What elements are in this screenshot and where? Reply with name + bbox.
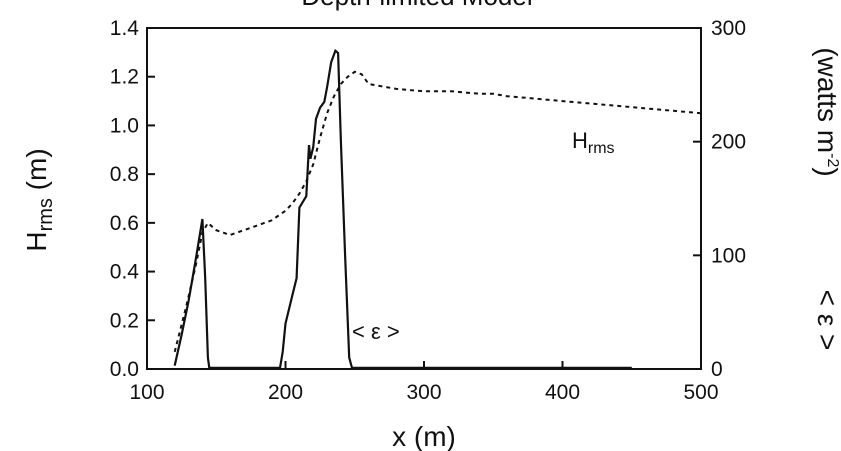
y-axis-left: 0.0 0.2 0.4 0.6 0.8 1.0 1.2 1.4 [110,17,155,381]
series-line-hrms [173,70,702,353]
y-axis-right-variable: < ε > [812,290,841,351]
x-tick-label: 200 [268,381,303,404]
series-layer [173,48,702,369]
x-tick-label: 300 [406,381,441,404]
y-left-tick-label: 0.4 [110,261,140,284]
y-left-tick-label: 0.8 [110,163,139,186]
y-axis-right-unit: (watts m-2) [812,47,841,176]
x-axis-title: x (m) [392,421,456,451]
y-left-tick-label: 1.4 [110,17,140,40]
x-tick-label: 400 [545,381,580,404]
y-left-title-unit: (m) [21,148,52,198]
annotation-hrms-sub: rms [588,140,615,157]
y-right-tick-label: 200 [711,131,746,154]
y-left-tick-label: 0.2 [110,309,139,332]
chart-title: Depth-limited Model [301,0,532,11]
annotation-epsilon: < ε > [352,319,400,344]
annotation-hrms: Hrms [572,128,615,157]
y-left-tick-label: 0.6 [110,212,139,235]
x-tick-label: 500 [683,381,718,404]
annotation-hrms-main: H [572,128,588,153]
y-left-tick-label: 1.2 [110,66,139,89]
y-axis-left-title: Hrms (m) [21,148,57,251]
y-right-unit-post: ) [812,167,841,176]
y-right-unit-sup: -2 [824,153,841,167]
y-left-tick-label: 0.0 [110,358,139,381]
y-right-tick-label: 0 [711,358,723,381]
y-axis-right: 0 100 200 300 [693,17,746,381]
y-right-tick-label: 300 [711,17,746,40]
y-right-unit-pre: (watts m [812,47,841,153]
x-axis: 100 200 300 400 500 [129,361,719,404]
y-right-tick-label: 100 [711,244,746,267]
x-tick-label: 100 [129,381,164,404]
y-left-title-main: H [21,231,52,251]
y-left-title-sub: rms [35,198,57,231]
plot-frame [146,27,702,370]
series-line-epsilon [173,48,632,369]
y-left-tick-label: 1.0 [110,114,139,137]
